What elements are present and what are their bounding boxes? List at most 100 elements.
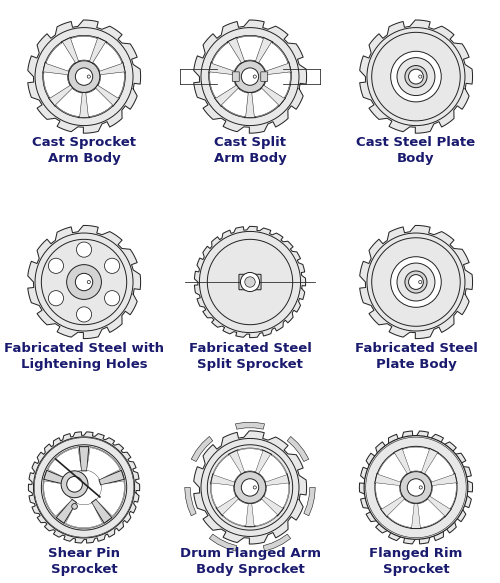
- Polygon shape: [61, 37, 80, 64]
- Circle shape: [418, 280, 422, 283]
- Ellipse shape: [253, 447, 270, 528]
- Polygon shape: [259, 455, 286, 482]
- Circle shape: [418, 75, 422, 78]
- Polygon shape: [360, 431, 472, 544]
- Polygon shape: [70, 36, 98, 61]
- Polygon shape: [210, 72, 236, 98]
- Circle shape: [76, 273, 92, 291]
- Polygon shape: [264, 534, 290, 551]
- Circle shape: [364, 436, 468, 539]
- Polygon shape: [244, 92, 256, 118]
- Circle shape: [367, 233, 465, 331]
- Circle shape: [253, 486, 256, 489]
- Circle shape: [43, 447, 125, 529]
- Polygon shape: [78, 92, 90, 118]
- Circle shape: [34, 437, 134, 538]
- Polygon shape: [28, 20, 140, 133]
- Circle shape: [242, 479, 258, 496]
- Circle shape: [209, 36, 291, 118]
- Polygon shape: [264, 474, 289, 487]
- Circle shape: [104, 258, 120, 273]
- Polygon shape: [259, 43, 288, 71]
- Polygon shape: [92, 499, 112, 523]
- Text: Shear Pin
Sprocket: Shear Pin Sprocket: [48, 547, 120, 576]
- Circle shape: [208, 445, 292, 530]
- Circle shape: [245, 277, 255, 287]
- Polygon shape: [28, 226, 140, 339]
- Polygon shape: [420, 448, 438, 475]
- Polygon shape: [264, 483, 288, 508]
- Polygon shape: [260, 495, 284, 516]
- Polygon shape: [48, 448, 82, 480]
- Circle shape: [397, 58, 435, 96]
- Circle shape: [76, 68, 92, 85]
- Circle shape: [35, 233, 133, 331]
- Circle shape: [66, 476, 82, 492]
- Polygon shape: [222, 499, 248, 526]
- Circle shape: [234, 61, 266, 92]
- Circle shape: [104, 291, 120, 306]
- Polygon shape: [194, 20, 306, 133]
- Polygon shape: [48, 84, 74, 107]
- Circle shape: [400, 472, 432, 503]
- Polygon shape: [216, 495, 240, 516]
- Polygon shape: [184, 487, 196, 516]
- Polygon shape: [88, 37, 107, 64]
- FancyBboxPatch shape: [232, 72, 239, 82]
- Polygon shape: [394, 448, 412, 475]
- Circle shape: [419, 486, 422, 489]
- Polygon shape: [376, 483, 402, 509]
- Polygon shape: [411, 503, 421, 529]
- Circle shape: [76, 307, 92, 322]
- Polygon shape: [252, 499, 278, 526]
- Polygon shape: [194, 431, 306, 544]
- Polygon shape: [44, 481, 72, 516]
- Polygon shape: [80, 447, 89, 471]
- Text: Drum Flanged Arm
Body Sprocket: Drum Flanged Arm Body Sprocket: [180, 547, 320, 576]
- Circle shape: [253, 75, 256, 78]
- Circle shape: [372, 238, 460, 326]
- Polygon shape: [98, 72, 124, 98]
- Polygon shape: [430, 473, 457, 487]
- Circle shape: [397, 263, 435, 301]
- Circle shape: [42, 445, 126, 530]
- Polygon shape: [227, 37, 246, 64]
- Circle shape: [76, 242, 92, 257]
- Polygon shape: [208, 62, 236, 76]
- Polygon shape: [254, 37, 273, 64]
- FancyBboxPatch shape: [239, 274, 261, 290]
- Text: Cast Split
Arm Body: Cast Split Arm Body: [214, 136, 286, 166]
- Polygon shape: [42, 62, 70, 76]
- Polygon shape: [96, 481, 124, 516]
- Polygon shape: [378, 453, 407, 482]
- Circle shape: [375, 447, 457, 529]
- Circle shape: [68, 61, 100, 92]
- Circle shape: [390, 257, 442, 307]
- FancyBboxPatch shape: [260, 72, 268, 82]
- Polygon shape: [222, 88, 248, 117]
- Circle shape: [72, 504, 78, 510]
- Circle shape: [405, 65, 427, 87]
- Polygon shape: [46, 43, 76, 71]
- Polygon shape: [44, 72, 70, 98]
- Polygon shape: [388, 499, 414, 528]
- Polygon shape: [260, 84, 285, 107]
- Circle shape: [372, 32, 460, 121]
- Circle shape: [208, 240, 292, 325]
- Polygon shape: [245, 503, 255, 526]
- Polygon shape: [99, 470, 124, 485]
- Text: Fabricated Steel with
Lightening Holes: Fabricated Steel with Lightening Holes: [4, 342, 164, 371]
- Circle shape: [242, 68, 258, 85]
- Polygon shape: [194, 226, 306, 338]
- Polygon shape: [28, 432, 140, 543]
- Polygon shape: [191, 437, 212, 462]
- Circle shape: [367, 438, 465, 536]
- Polygon shape: [228, 450, 246, 475]
- Polygon shape: [212, 43, 241, 71]
- Polygon shape: [236, 36, 264, 61]
- Circle shape: [408, 69, 424, 84]
- Polygon shape: [236, 422, 264, 429]
- Polygon shape: [426, 495, 452, 517]
- Polygon shape: [375, 473, 401, 487]
- Polygon shape: [380, 495, 406, 517]
